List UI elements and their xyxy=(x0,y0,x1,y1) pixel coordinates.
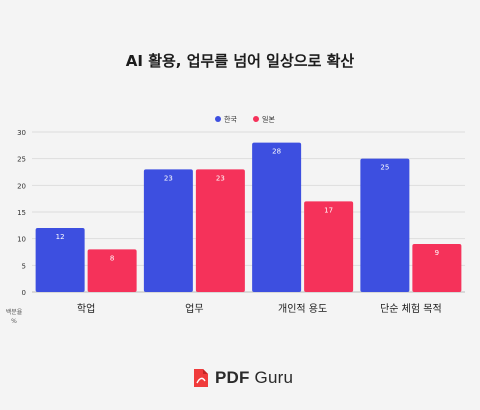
data-label: 25 xyxy=(380,164,389,172)
category-label: 개인적 용도 xyxy=(278,303,327,315)
category-label: 업무 xyxy=(185,302,203,315)
data-label: 23 xyxy=(216,174,225,182)
bar xyxy=(35,228,85,292)
y-tick-label: 0 xyxy=(22,289,26,297)
y-tick-label: 20 xyxy=(17,182,26,190)
bar xyxy=(412,244,462,292)
data-label: 9 xyxy=(435,249,439,257)
bar xyxy=(143,169,193,292)
legend-marker xyxy=(215,116,221,122)
bar xyxy=(360,158,410,292)
logo-text-guru: Guru xyxy=(254,368,294,387)
data-label: 17 xyxy=(324,206,333,214)
data-label: 28 xyxy=(272,148,281,156)
category-label: 단순 체험 목적 xyxy=(380,303,442,315)
legend-label: 한국 xyxy=(224,116,237,124)
bar xyxy=(195,169,245,292)
y-tick-label: 10 xyxy=(17,236,26,244)
legend-marker xyxy=(253,116,259,122)
data-label: 12 xyxy=(56,233,65,241)
y-tick-label: 5 xyxy=(22,262,26,270)
y-tick-label: 15 xyxy=(17,209,26,217)
category-label: 학업 xyxy=(77,302,95,315)
logo-text-pdf: PDF xyxy=(215,368,250,387)
y-axis-label: 백분율% xyxy=(6,308,23,325)
chart-title: AI 활용, 업무를 넘어 일상으로 확산 xyxy=(125,52,355,70)
bar-chart: 0 5 10 15 20 25 30 한국 일본 12 8 학업 23 23 업무 28 17 개인적 용도 25 9… xyxy=(6,115,465,325)
bar xyxy=(304,201,354,292)
bar xyxy=(87,249,137,292)
data-label: 23 xyxy=(164,174,173,182)
legend-label: 일본 xyxy=(262,115,275,124)
y-tick-label: 25 xyxy=(17,156,26,164)
pdf-guru-logo: PDF Guru xyxy=(193,366,293,390)
y-tick-label: 30 xyxy=(17,129,26,137)
data-label: 8 xyxy=(110,254,114,262)
pdf-document-icon xyxy=(194,369,208,387)
bar xyxy=(252,142,302,292)
